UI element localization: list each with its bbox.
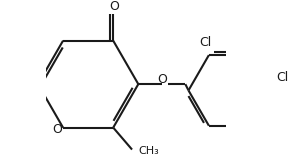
Text: O: O (109, 0, 119, 13)
Text: Cl: Cl (276, 71, 288, 84)
Text: O: O (52, 123, 62, 136)
Text: O: O (158, 73, 168, 86)
Text: Cl: Cl (200, 36, 212, 49)
Text: CH₃: CH₃ (138, 146, 159, 156)
